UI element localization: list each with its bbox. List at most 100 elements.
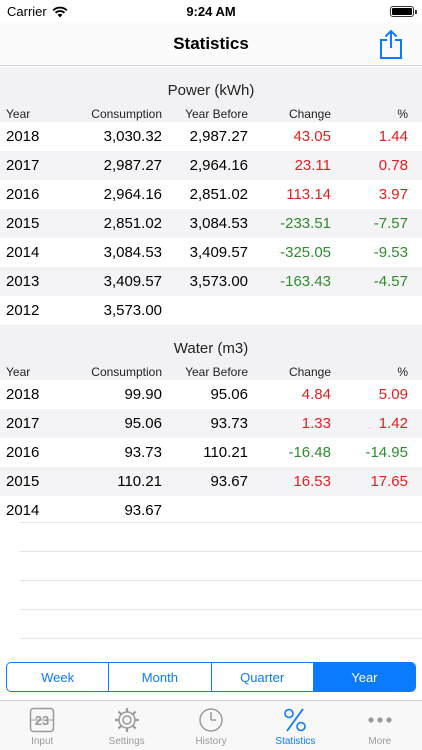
cell-year-before: 2,987.27 <box>189 128 248 145</box>
tab-label-statistics: Statistics <box>275 736 316 747</box>
statistics-content: Power (kWh) Year Consumption Year Before… <box>0 67 422 525</box>
cell-year: 2012 <box>6 302 40 319</box>
column-headers: Year Consumption Year Before Change % <box>0 363 422 380</box>
cell-year: 2017 <box>6 415 40 432</box>
cell-consumption: 3,573.00 <box>103 302 162 319</box>
tab-history[interactable]: History <box>169 701 253 750</box>
col-year: Year <box>6 106 31 121</box>
carrier-label: Carrier <box>7 4 47 19</box>
cell-change: -163.43 <box>280 273 331 290</box>
cell-consumption: 2,851.02 <box>103 215 162 232</box>
table-row[interactable]: 2013 3,409.57 3,573.00 -163.43 -4.57 <box>0 267 422 296</box>
cell-year-before: 2,964.16 <box>189 157 248 174</box>
table-row[interactable]: 2018 99.90 95.06 4.84 5.09 <box>0 380 422 409</box>
cell-year-before: 93.73 <box>210 415 248 432</box>
water-rows: 2018 99.90 95.06 4.84 5.09 2017 95.06 93… <box>0 380 422 525</box>
tab-input[interactable]: 23 Input <box>0 701 84 750</box>
cell-year: 2016 <box>6 444 40 461</box>
col-change: Change <box>288 106 331 121</box>
cell-year-before: 95.06 <box>210 386 248 403</box>
cell-consumption: 95.06 <box>124 415 162 432</box>
cell-year-before: 93.67 <box>210 473 248 490</box>
section-header-water: Water (m3) <box>0 325 422 363</box>
col-year-before: Year Before <box>185 364 248 379</box>
divider <box>20 522 422 523</box>
cell-year-before: 3,084.53 <box>189 215 248 232</box>
table-row[interactable]: 2015 110.21 93.67 16.53 17.65 <box>0 467 422 496</box>
percent-icon <box>281 706 309 734</box>
cell-change: 16.53 <box>293 473 331 490</box>
col-year-before: Year Before <box>185 106 248 121</box>
col-year: Year <box>6 364 31 379</box>
tab-bar: 23 Input Settings <box>0 700 422 750</box>
table-row[interactable]: 2014 93.67 <box>0 496 422 525</box>
divider <box>20 551 422 552</box>
cell-percent: 3.97 <box>378 186 408 203</box>
period-segmented-control: Week Month Quarter Year <box>6 662 416 692</box>
cell-year-before: 3,573.00 <box>189 273 248 290</box>
cell-year-before: 3,409.57 <box>189 244 248 261</box>
segment-year[interactable]: Year <box>313 663 415 691</box>
cell-consumption: 2,964.16 <box>103 186 162 203</box>
segment-month[interactable]: Month <box>109 663 212 691</box>
segment-week[interactable]: Week <box>7 663 110 691</box>
cell-change: 113.14 <box>286 186 331 203</box>
table-row[interactable]: 2012 3,573.00 <box>0 296 422 325</box>
cell-year: 2016 <box>6 186 40 203</box>
tab-more[interactable]: More <box>338 701 422 750</box>
table-row[interactable]: 2017 95.06 93.73 1.33 1.42 <box>0 409 422 438</box>
column-headers: Year Consumption Year Before Change % <box>0 105 422 122</box>
cell-change: 23.11 <box>294 157 331 174</box>
table-row[interactable]: 2017 2,987.27 2,964.16 23.11 0.78 <box>0 151 422 180</box>
cell-change: -233.51 <box>280 215 331 232</box>
counter-icon: 23 <box>28 706 56 734</box>
segment-quarter[interactable]: Quarter <box>212 663 314 691</box>
tab-statistics[interactable]: Statistics <box>253 701 337 750</box>
divider <box>20 609 422 610</box>
cell-year: 2014 <box>6 244 40 261</box>
cell-percent: -7.57 <box>373 215 408 232</box>
page-title: Statistics <box>173 34 249 53</box>
table-row[interactable]: 2016 93.73 110.21 -16.48 -14.95 <box>0 438 422 467</box>
cell-consumption: 3,409.57 <box>103 273 162 290</box>
cell-change: -325.05 <box>280 244 331 261</box>
clock-icon <box>197 706 225 734</box>
col-percent: % <box>397 106 408 121</box>
cell-consumption: 3,084.53 <box>103 244 162 261</box>
cell-year: 2014 <box>6 502 40 519</box>
table-row[interactable]: 2015 2,851.02 3,084.53 -233.51 -7.57 <box>0 209 422 238</box>
cell-year: 2018 <box>6 386 40 403</box>
tab-label-history: History <box>195 736 227 747</box>
cell-consumption: 93.73 <box>124 444 162 461</box>
cell-percent: 1.44 <box>378 128 408 145</box>
tab-label-input: Input <box>31 736 54 747</box>
tab-settings[interactable]: Settings <box>84 701 168 750</box>
table-row[interactable]: 2016 2,964.16 2,851.02 113.14 3.97 <box>0 180 422 209</box>
table-row[interactable]: 2014 3,084.53 3,409.57 -325.05 -9.53 <box>0 238 422 267</box>
cell-year: 2017 <box>6 157 40 174</box>
cell-change: 1.33 <box>301 415 331 432</box>
cell-change: 43.05 <box>293 128 331 145</box>
wifi-icon <box>52 5 68 23</box>
cell-percent: -9.53 <box>373 244 408 261</box>
cell-percent: -4.57 <box>373 273 408 290</box>
empty-table-lines <box>20 522 422 662</box>
cell-percent: 17.65 <box>370 473 408 490</box>
tab-label-more: More <box>368 736 392 747</box>
cell-year: 2013 <box>6 273 40 290</box>
gear-icon <box>113 706 141 734</box>
cell-change: -16.48 <box>288 444 331 461</box>
cell-year: 2018 <box>6 128 40 145</box>
col-percent: % <box>397 364 408 379</box>
cell-year: 2015 <box>6 215 40 232</box>
section-header-power: Power (kWh) <box>0 67 422 105</box>
cell-consumption: 110.21 <box>117 473 162 490</box>
table-row[interactable]: 2018 3,030.32 2,987.27 43.05 1.44 <box>0 122 422 151</box>
battery-icon <box>390 6 417 17</box>
share-button[interactable] <box>376 28 406 60</box>
power-section: Power (kWh) Year Consumption Year Before… <box>0 67 422 325</box>
cell-year: 2015 <box>6 473 40 490</box>
cell-consumption: 2,987.27 <box>103 157 162 174</box>
divider <box>20 638 422 639</box>
cell-percent: 5.09 <box>378 386 408 403</box>
